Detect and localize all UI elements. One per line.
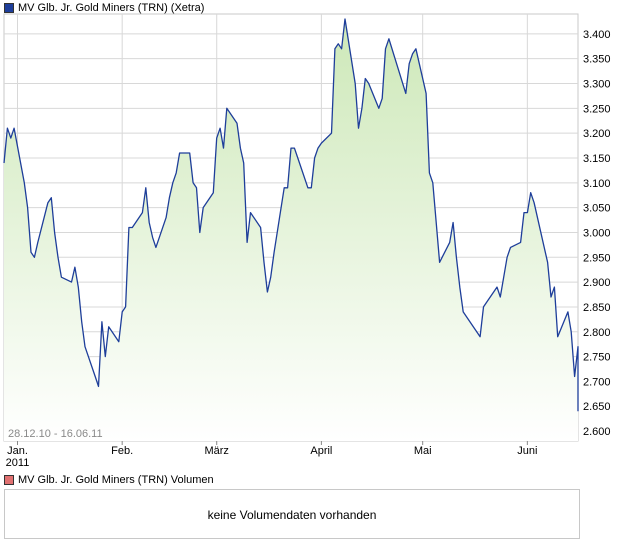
x-tick-sublabel: 2011	[6, 457, 30, 469]
date-range-label: 28.12.10 - 16.06.11	[8, 428, 103, 440]
y-tick-label: 3.250	[583, 103, 611, 115]
y-tick-label: 2.900	[583, 277, 611, 289]
x-tick-label: März	[204, 445, 228, 457]
price-line	[3, 18, 579, 412]
price-legend: MV Glb. Jr. Gold Miners (TRN) (Xetra)	[4, 1, 204, 15]
y-tick-label: 2.600	[583, 426, 611, 438]
y-tick-label: 2.700	[583, 376, 611, 388]
y-tick-label: 2.850	[583, 302, 611, 314]
volume-legend: MV Glb. Jr. Gold Miners (TRN) Volumen	[4, 473, 214, 487]
price-chart: 3.400 3.350 3.300 3.250 3.200 3.150 3.100 3.050…	[3, 13, 611, 469]
x-tick-label: Mai	[414, 445, 432, 457]
volume-empty-message: keine Volumendaten vorhanden	[207, 508, 377, 522]
y-tick-label: 3.200	[583, 128, 611, 140]
y-tick-label: 3.100	[583, 178, 611, 190]
price-legend-label: MV Glb. Jr. Gold Miners (TRN) (Xetra)	[18, 2, 205, 14]
y-tick-label: 3.300	[583, 79, 611, 91]
x-tick-label: Juni	[517, 445, 537, 457]
volume-legend-label: MV Glb. Jr. Gold Miners (TRN) Volumen	[18, 474, 214, 486]
x-tick-label: April	[310, 445, 332, 457]
volume-panel: keine Volumendaten vorhanden	[4, 489, 580, 539]
y-tick-label: 2.950	[583, 252, 611, 264]
y-tick-label: 3.150	[583, 153, 611, 165]
y-tick-label: 2.650	[583, 401, 611, 413]
price-legend-swatch	[4, 3, 14, 13]
x-tick-label: Jan.	[7, 445, 28, 457]
volume-legend-swatch	[4, 475, 14, 485]
price-area	[4, 19, 578, 441]
y-tick-label: 2.750	[583, 352, 611, 364]
x-tick-label: Feb.	[111, 445, 133, 457]
y-tick-label: 3.050	[583, 203, 611, 215]
y-tick-label: 3.350	[583, 54, 611, 66]
y-tick-label: 2.800	[583, 327, 611, 339]
y-tick-label: 3.400	[583, 29, 611, 41]
y-tick-label: 3.000	[583, 227, 611, 239]
